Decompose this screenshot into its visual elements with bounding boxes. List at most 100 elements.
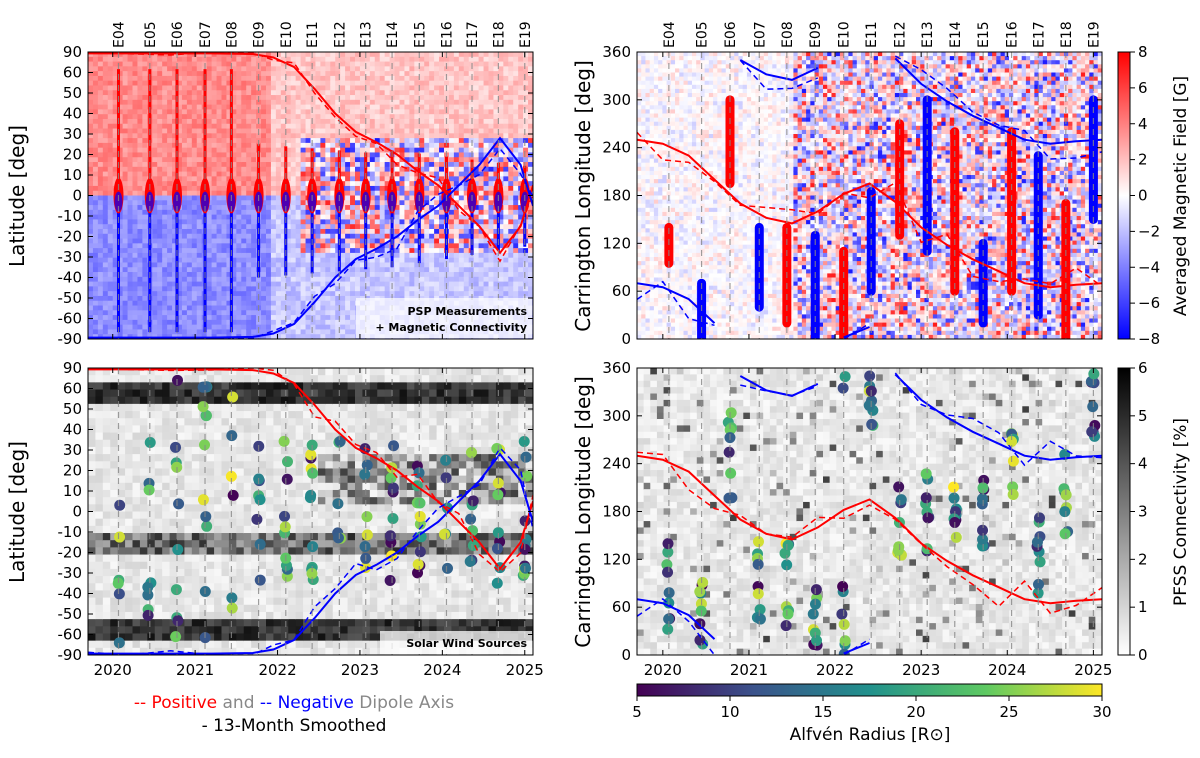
- heat-cell: [221, 157, 228, 163]
- heat-cell: [280, 138, 287, 144]
- heat-cell: [275, 80, 282, 87]
- heat-cell: [152, 133, 158, 139]
- heat-cell: [162, 128, 168, 134]
- heat-cell: [325, 152, 331, 158]
- heat-cell: [374, 66, 381, 72]
- heat-cell: [300, 176, 307, 182]
- heat-cell: [251, 286, 257, 292]
- heat-cell: [350, 224, 356, 230]
- heat-cell: [330, 300, 336, 307]
- heat-cell: [439, 257, 445, 264]
- heat-cell: [280, 300, 287, 307]
- heat-cell: [211, 195, 218, 201]
- heat-cell: [448, 262, 455, 268]
- heat-cell: [236, 305, 242, 311]
- heat-cell: [191, 205, 198, 211]
- heat-cell: [172, 133, 178, 139]
- heat-cell: [285, 142, 292, 149]
- heat-cell: [236, 123, 242, 130]
- heat-cell: [350, 315, 356, 321]
- heat-cell: [112, 123, 119, 130]
- heat-cell: [186, 319, 193, 326]
- heat-cell: [97, 66, 104, 72]
- heat-cell: [404, 147, 410, 154]
- heat-cell: [191, 262, 198, 268]
- heat-cell: [463, 238, 470, 244]
- heat-cell: [142, 276, 148, 283]
- heat-cell: [152, 114, 158, 120]
- heat-cell: [280, 99, 287, 106]
- heat-cell: [142, 176, 148, 182]
- heat-cell: [488, 233, 495, 240]
- heat-cell: [122, 195, 129, 201]
- heat-cell: [359, 228, 366, 235]
- heat-cell: [181, 133, 188, 139]
- heat-cell: [162, 61, 168, 67]
- heat-cell: [107, 152, 114, 158]
- heat-cell: [181, 300, 188, 307]
- heat-cell: [172, 147, 178, 154]
- heat-cell: [364, 162, 371, 168]
- heat-cell: [275, 185, 282, 192]
- heat-cell: [186, 310, 193, 316]
- heat-cell: [241, 95, 247, 101]
- heat-cell: [266, 138, 272, 144]
- heat-cell: [295, 286, 302, 292]
- heat-cell: [335, 324, 341, 331]
- heat-cell: [468, 257, 475, 264]
- heat-cell: [399, 171, 406, 177]
- heat-cell: [399, 142, 406, 149]
- heat-cell: [186, 123, 193, 130]
- heat-cell: [463, 56, 470, 63]
- heat-cell: [132, 75, 139, 82]
- heat-cell: [137, 224, 143, 230]
- heat-cell: [335, 319, 341, 326]
- heat-cell: [315, 310, 321, 316]
- heat-cell: [92, 71, 99, 77]
- heat-cell: [325, 133, 331, 139]
- heat-cell: [330, 262, 336, 268]
- heat-cell: [493, 142, 499, 149]
- heat-cell: [137, 104, 143, 110]
- heat-cell: [256, 99, 262, 106]
- heat-cell: [473, 224, 480, 230]
- heat-cell: [92, 99, 99, 106]
- heat-cell: [493, 52, 499, 58]
- heat-cell: [493, 133, 499, 139]
- heat-cell: [439, 176, 445, 182]
- heat-cell: [186, 95, 193, 101]
- heat-cell: [88, 181, 94, 187]
- heat-cell: [320, 123, 326, 130]
- heat-cell: [270, 205, 277, 211]
- heat-cell: [419, 291, 425, 297]
- heat-cell: [290, 138, 297, 144]
- heat-cell: [216, 147, 223, 154]
- heat-cell: [92, 195, 99, 201]
- heat-cell: [181, 200, 188, 206]
- heat-cell: [266, 224, 272, 230]
- heat-cell: [424, 171, 430, 177]
- heat-cell: [335, 334, 341, 339]
- heat-cell: [157, 281, 163, 287]
- heat-cell: [275, 305, 282, 311]
- heat-cell: [122, 214, 129, 221]
- heat-cell: [102, 228, 109, 235]
- heat-cell: [122, 176, 129, 182]
- heat-cell: [394, 209, 401, 216]
- heat-cell: [488, 171, 495, 177]
- heat-cell: [330, 176, 336, 182]
- heat-cell: [394, 195, 401, 201]
- heat-cell: [196, 75, 203, 82]
- heat-cell: [261, 80, 267, 87]
- heat-cell: [458, 152, 465, 158]
- heat-cell: [261, 257, 267, 264]
- heat-cell: [384, 66, 391, 72]
- heat-cell: [266, 52, 272, 58]
- heat-cell: [379, 176, 386, 182]
- heat-cell: [221, 128, 228, 134]
- heat-cell: [394, 123, 401, 130]
- heat-cell: [92, 205, 99, 211]
- heat-cell: [463, 138, 470, 144]
- heat-cell: [127, 228, 134, 235]
- heat-cell: [236, 310, 242, 316]
